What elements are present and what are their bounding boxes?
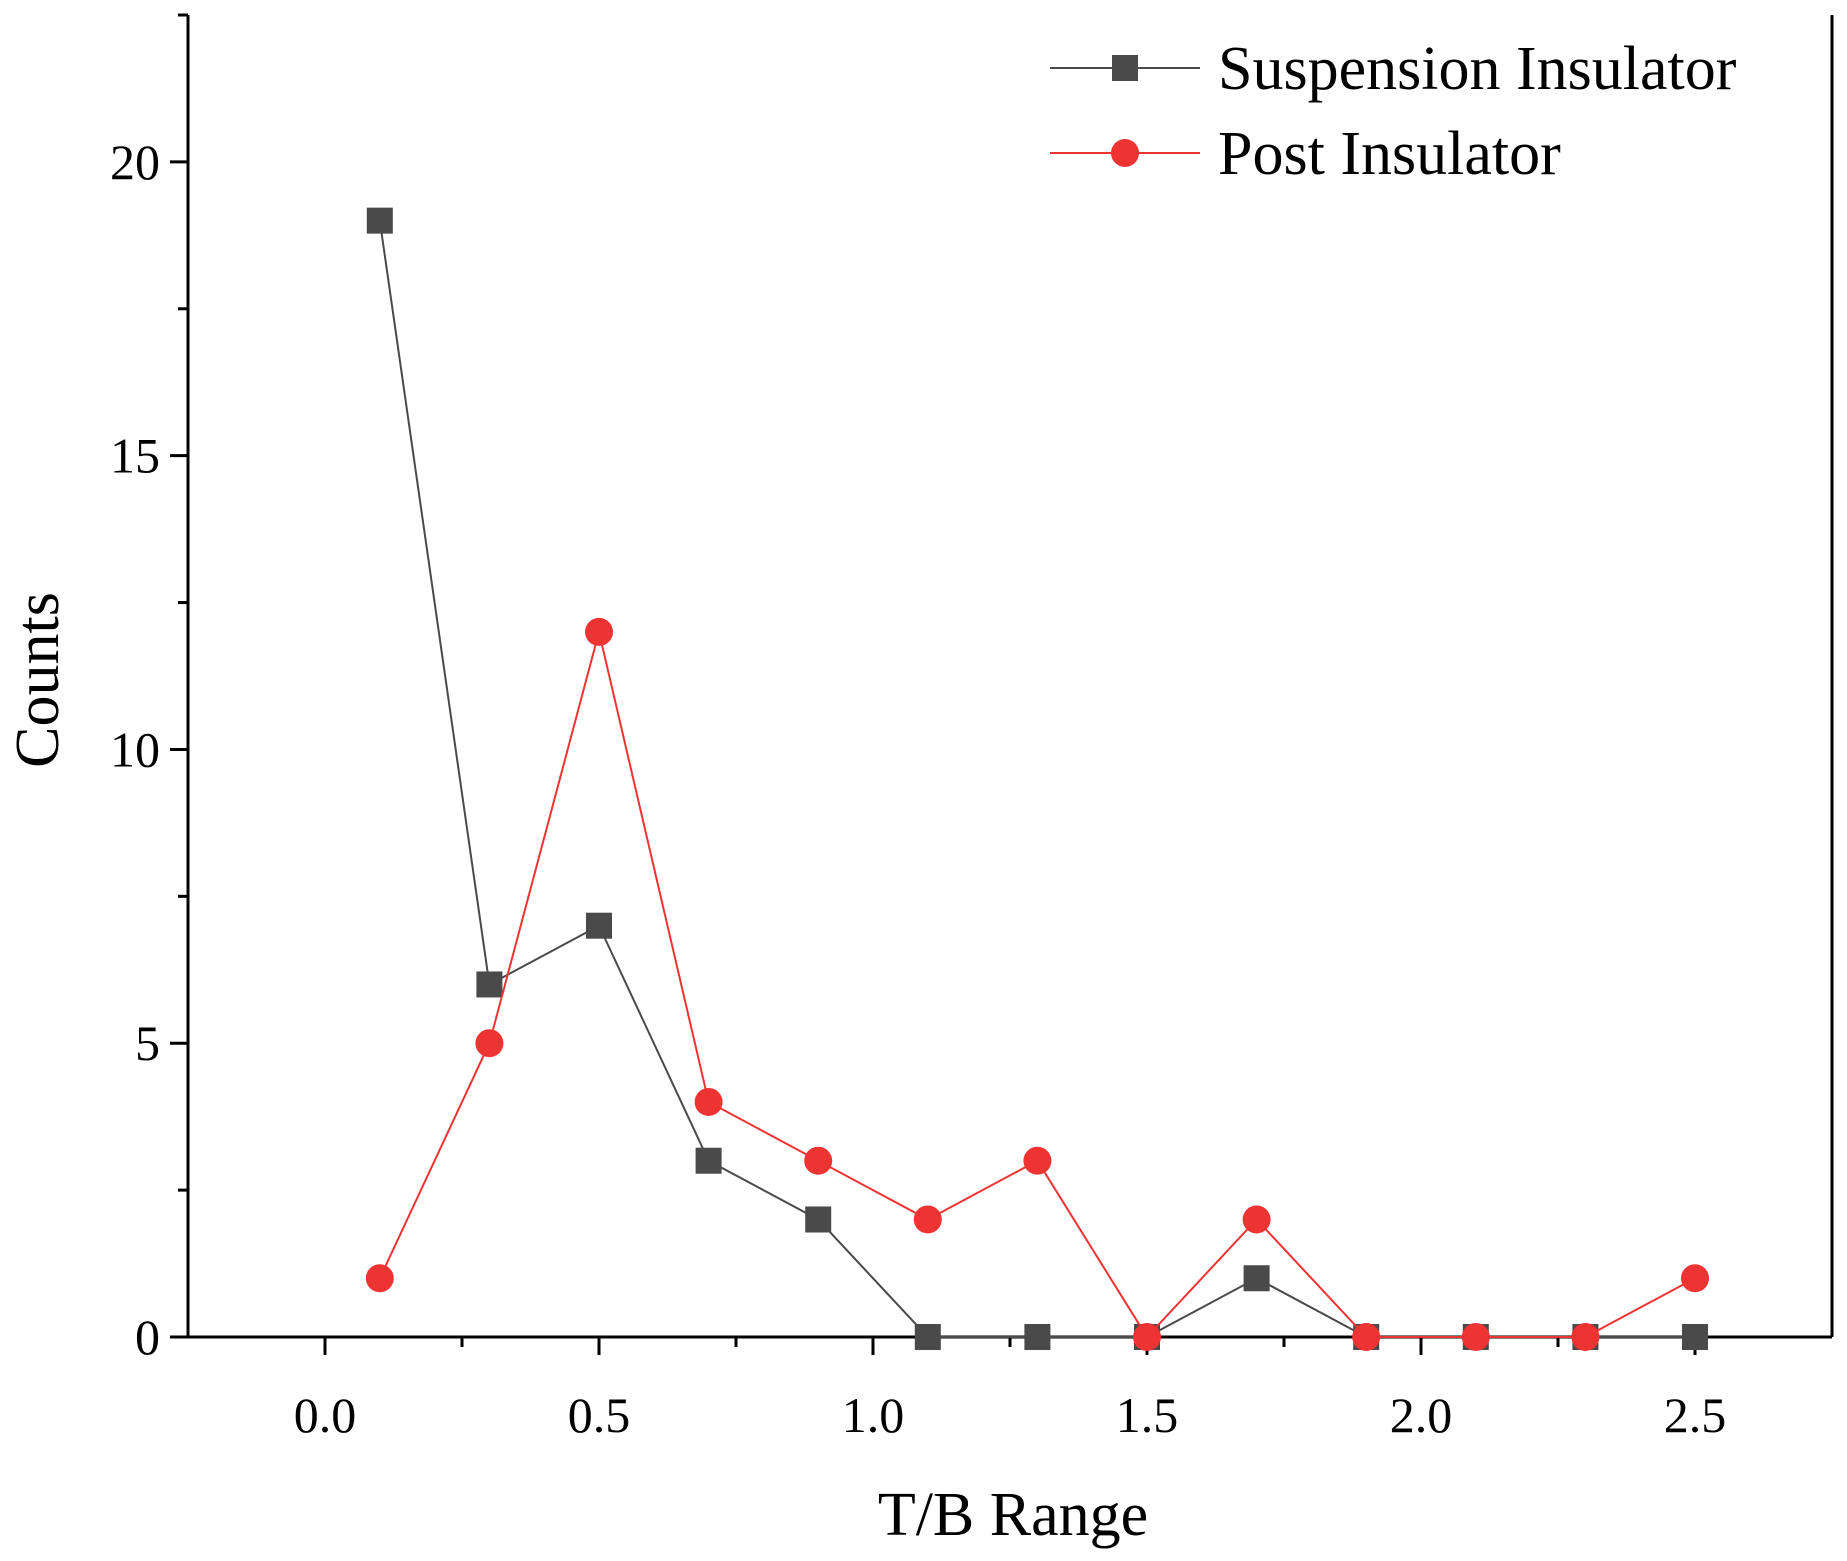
data-point bbox=[913, 1205, 942, 1234]
x-tick-label: 2.5 bbox=[1664, 1387, 1727, 1443]
legend-label: Suspension Insulator bbox=[1218, 35, 1737, 103]
data-point bbox=[805, 1206, 832, 1233]
x-axis-title: T/B Range bbox=[878, 1481, 1148, 1549]
x-tick-label: 1.0 bbox=[842, 1387, 905, 1443]
series-line bbox=[378, 631, 1696, 1339]
data-point bbox=[1571, 1323, 1600, 1351]
legend-marker bbox=[1111, 139, 1139, 167]
y-tick-label: 15 bbox=[110, 428, 160, 484]
y-tick-label: 5 bbox=[135, 1015, 160, 1071]
series-2 bbox=[365, 617, 1709, 1351]
series-layer bbox=[365, 207, 1709, 1351]
data-point bbox=[914, 1324, 941, 1350]
data-point bbox=[1242, 1205, 1271, 1234]
data-point bbox=[804, 1146, 833, 1175]
data-point bbox=[1352, 1323, 1381, 1351]
data-point bbox=[1682, 1324, 1708, 1350]
data-point bbox=[585, 617, 613, 646]
data-point bbox=[1681, 1264, 1709, 1293]
y-tick-label: 10 bbox=[110, 721, 160, 777]
data-point bbox=[365, 1264, 394, 1293]
data-point bbox=[1133, 1323, 1161, 1351]
data-point bbox=[1243, 1265, 1270, 1292]
ticks: 0.0 0.5 1.0 1.5 2.0 2.5 0 5 10 15 20 bbox=[110, 13, 1727, 1443]
x-tick-label: 2.0 bbox=[1390, 1387, 1453, 1443]
data-point bbox=[1461, 1323, 1490, 1351]
data-point bbox=[694, 1087, 723, 1116]
y-axis-title: Counts bbox=[4, 592, 72, 768]
legend-marker bbox=[1112, 55, 1138, 81]
data-point bbox=[1023, 1146, 1052, 1175]
data-point bbox=[475, 1029, 504, 1058]
x-tick-label: 1.5 bbox=[1116, 1387, 1179, 1443]
y-tick-label: 0 bbox=[135, 1309, 160, 1365]
series-1 bbox=[366, 207, 1708, 1350]
data-point bbox=[1024, 1324, 1051, 1350]
x-tick-label: 0.0 bbox=[294, 1387, 357, 1443]
legend: Suspension Insulator Post Insulator bbox=[1050, 35, 1737, 188]
legend-entry-1: Suspension Insulator bbox=[1050, 35, 1737, 103]
y-tick-label: 20 bbox=[110, 134, 160, 190]
axes bbox=[186, 15, 1834, 1339]
data-point bbox=[366, 207, 393, 234]
data-point bbox=[695, 1147, 722, 1174]
data-point bbox=[476, 971, 503, 998]
legend-entry-2: Post Insulator bbox=[1050, 120, 1561, 188]
legend-label: Post Insulator bbox=[1218, 120, 1561, 188]
data-point bbox=[586, 912, 612, 939]
x-tick-label: 0.5 bbox=[568, 1387, 631, 1443]
